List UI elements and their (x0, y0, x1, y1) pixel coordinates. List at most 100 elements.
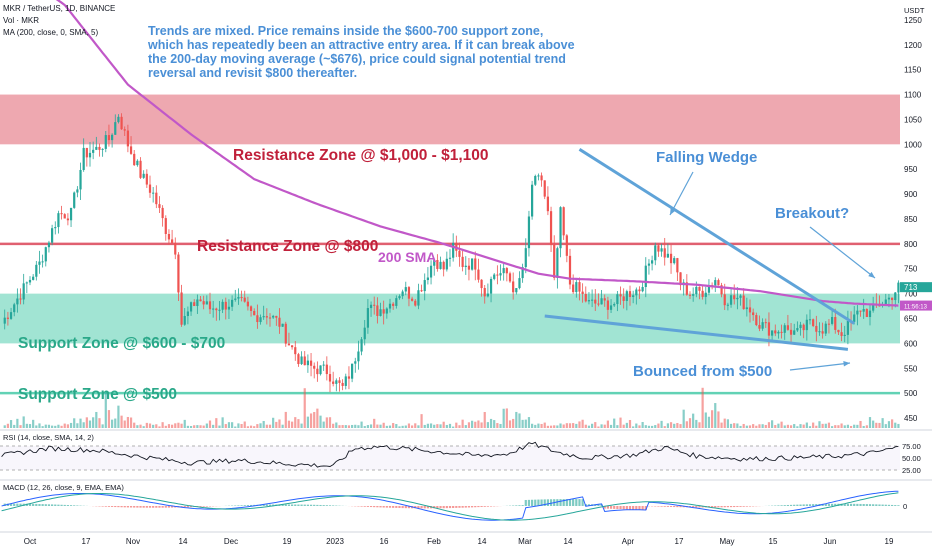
candle-body (862, 309, 865, 312)
volume-bar (499, 423, 502, 428)
volume-bar (104, 392, 107, 428)
macd-bar (568, 499, 572, 506)
volume-bar (25, 423, 28, 428)
volume-bars (3, 387, 900, 428)
macd-bar (107, 506, 111, 507)
candle-body (887, 297, 891, 300)
volume-bar (464, 425, 467, 428)
volume-bar (114, 418, 117, 428)
candle-body (376, 305, 379, 316)
volume-bar (581, 419, 584, 428)
candle-body (155, 192, 158, 205)
time-tick: 17 (675, 537, 684, 546)
macd-bar (395, 506, 398, 508)
macd-bar (155, 506, 158, 508)
candle-body (496, 274, 499, 276)
macd-bar (461, 506, 464, 508)
candle-body (414, 300, 417, 306)
macd-bar (565, 499, 568, 506)
volume-bar (357, 425, 360, 428)
macd-bar (543, 499, 546, 506)
macd-bar (316, 504, 319, 506)
candle-body (717, 280, 720, 286)
candle-body (436, 259, 439, 269)
volume-bar (486, 422, 489, 428)
volume-bar (524, 419, 527, 428)
candle-body (385, 308, 388, 314)
candle-body (868, 310, 872, 318)
macd-bar (291, 504, 294, 506)
macd-bar (369, 506, 373, 508)
macd-bar (827, 503, 831, 506)
volume-bar (881, 418, 884, 428)
volume-bar (392, 423, 395, 428)
candle-body (802, 324, 805, 331)
candle-body (392, 303, 395, 306)
candle-body (227, 306, 231, 310)
macd-bar (392, 506, 395, 508)
macd-bar (111, 506, 114, 507)
macd-bar (572, 499, 575, 506)
candle-body (714, 280, 717, 286)
candle-body (521, 267, 524, 279)
macd-bar (616, 506, 619, 509)
volume-bar (47, 424, 51, 428)
candle-body (297, 354, 300, 365)
candle-body (603, 298, 606, 301)
volume-bar (556, 425, 559, 428)
price-tick: 950 (904, 165, 918, 174)
volume-bar (584, 424, 587, 428)
macd-bar (281, 504, 284, 506)
volume-bar (628, 419, 632, 428)
volume-bar (328, 417, 332, 428)
macd-bar (606, 506, 609, 509)
volume-bar (395, 424, 398, 428)
macd-bar (243, 505, 246, 506)
candle-body (57, 213, 60, 228)
candle-body (249, 306, 253, 311)
candle-body (635, 289, 638, 296)
macd-bar (13, 503, 16, 506)
candle-body (167, 234, 171, 240)
macd-bar (284, 504, 287, 506)
wedge-arrow (669, 171, 694, 216)
volume-bar (313, 412, 316, 428)
candle-body (63, 214, 66, 219)
candle-body (38, 261, 41, 265)
volume-bar (237, 423, 240, 428)
candle-body (824, 323, 827, 334)
macd-bar (559, 499, 562, 506)
macd-bar (199, 506, 202, 507)
candle-body (480, 279, 483, 289)
volume-bar (673, 423, 676, 428)
volume-bar (676, 422, 679, 428)
volume-bar (79, 418, 82, 428)
volume-bar (256, 424, 259, 428)
volume-bar (38, 423, 41, 428)
candle-body (758, 325, 761, 329)
volume-bar (417, 425, 420, 428)
candle-body (240, 297, 243, 299)
volume-bar (360, 421, 363, 428)
last-price-tag (900, 282, 932, 293)
volume-bar (316, 408, 319, 428)
candle-body (546, 196, 549, 212)
macd-bar (300, 504, 303, 506)
price-tick: 500 (904, 389, 918, 398)
candle-body (313, 365, 316, 369)
volume-bar (300, 423, 303, 428)
resistance-zone-band (0, 94, 900, 145)
candle-body (467, 265, 471, 270)
macd-bar (417, 506, 420, 509)
volume-bar (575, 423, 578, 428)
volume-bar (865, 425, 868, 428)
volume-bar (54, 425, 57, 428)
volume-bar (808, 426, 812, 428)
candle-body (183, 315, 186, 325)
volume-bar (136, 425, 139, 428)
volume-bar (319, 415, 322, 428)
candle-body (284, 323, 287, 344)
candle-body (335, 380, 338, 384)
volume-bar (714, 403, 717, 428)
